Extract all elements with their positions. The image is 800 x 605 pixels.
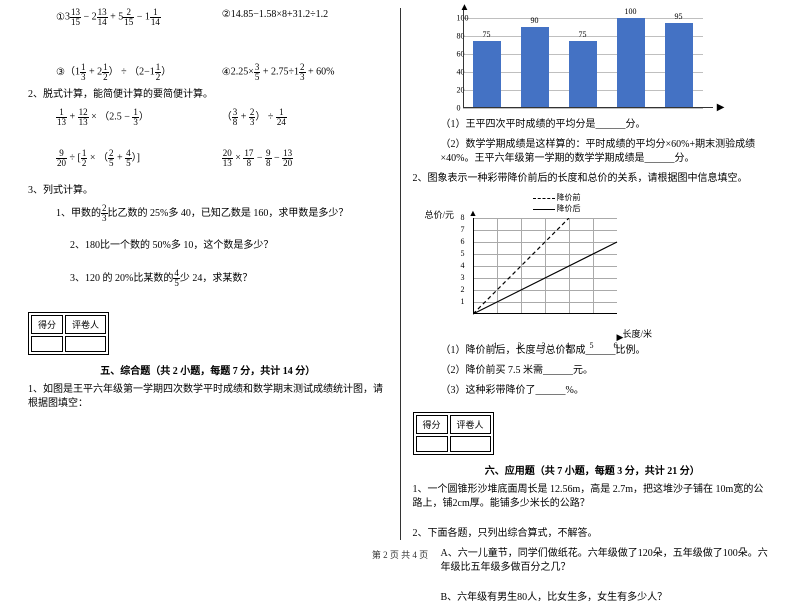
q3b: ④2.25×35 + 2.75÷123 + 60%	[222, 63, 388, 82]
solid-icon	[533, 209, 555, 210]
section-5-title: 五、综合题（共 2 小题，每题 7 分，共计 14 分）	[28, 362, 388, 377]
q1a: ①31315 − 21314 + 5215 − 1114	[56, 8, 222, 27]
score-h2b: 评卷人	[450, 415, 491, 434]
line-chart-intro: 2、图象表示一种彩带降价前后的长度和总价的关系，请根据图中信息填空。	[413, 172, 773, 186]
row-p2a: 113 + 1213 × （2.5 − 13） （38 + 23） ÷ 124	[28, 108, 388, 127]
p2b: （38 + 23） ÷ 124	[222, 108, 388, 127]
row-q1: ①31315 − 21314 + 5215 − 1114 ②14.85−1.58…	[28, 8, 388, 27]
p2-heading: 2、脱式计算，能简便计算的要简便计算。	[28, 88, 388, 102]
p3-heading: 3、列式计算。	[28, 184, 388, 198]
bar	[617, 18, 645, 108]
score-box-5: 得分评卷人	[28, 312, 109, 355]
p2c: 920 ÷ [12 × （25 + 45）]	[56, 149, 222, 168]
p2a: 113 + 1213 × （2.5 − 13）	[56, 108, 222, 127]
line-fill-3: （3）这种彩带降价了______%。	[413, 384, 773, 398]
page-footer: 第 2 页 共 4 页	[0, 548, 800, 561]
chart-fill-1: （1）王平四次平时成绩的平均分是______分。	[413, 118, 773, 132]
right-column: 02040608010075907510095▲▶ （1）王平四次平时成绩的平均…	[405, 8, 781, 540]
chart-fill-2: （2）数学学期成绩是这样算的：平时成绩的平均分×60%+期末测验成绩×40%。王…	[413, 138, 773, 166]
score-box-6: 得分评卷人	[413, 412, 494, 455]
bar-chart: 02040608010075907510095▲▶	[463, 8, 723, 118]
p2d: 2013 × 178 − 98 − 1320	[222, 149, 388, 168]
score-h2: 评卷人	[65, 315, 106, 334]
ylabel: 总价/元	[425, 208, 455, 221]
row-q3: ③（113 + 212） ÷ （2−112） ④2.25×35 + 2.75÷1…	[28, 63, 388, 82]
score-h1: 得分	[31, 315, 63, 334]
q6-2b: B、六年级有男生80人，比女生多，女生有多少人？	[413, 591, 773, 605]
q1b: ②14.85−1.58×8+31.2÷1.2	[222, 8, 388, 27]
column-divider	[400, 8, 401, 540]
bar	[473, 41, 501, 109]
q5-1: 1、如图是王平六年级第一学期四次数学平时成绩和数学期末测试成绩统计图，请根据图填…	[28, 383, 388, 411]
p3-2: 2、180比一个数的 50%多 10，这个数是多少？	[28, 239, 388, 253]
row-p2c: 920 ÷ [12 × （25 + 45）] 2013 × 178 − 98 −…	[28, 149, 388, 168]
bar	[569, 41, 597, 109]
page: ①31315 − 21314 + 5215 − 1114 ②14.85−1.58…	[0, 0, 800, 540]
dash-icon	[533, 198, 555, 199]
xlabel: 长度/米	[623, 327, 653, 340]
q6-2: 2、下面各题，只列出综合算式，不解答。	[413, 527, 773, 541]
bar	[521, 27, 549, 108]
q6-1: 1、一个圆锥形沙堆底面周长是 12.56m，高是 2.7m，把这堆沙子铺在 10…	[413, 483, 773, 511]
score-h1b: 得分	[416, 415, 448, 434]
q3a: ③（113 + 212） ÷ （2−112）	[56, 63, 222, 82]
line-chart: 总价/元 长度/米 12345678123456▲▶	[473, 218, 673, 338]
bar	[665, 23, 693, 109]
p3-3: 3、120 的 20%比某数的45少 24，求某数？	[28, 269, 388, 288]
left-column: ①31315 − 21314 + 5215 − 1114 ②14.85−1.58…	[20, 8, 396, 540]
line-legend: 降价前 降价后	[533, 192, 773, 214]
line-fill-2: （2）降价前买 7.5 米需______元。	[413, 364, 773, 378]
section-6-title: 六、应用题（共 7 小题，每题 3 分，共计 21 分）	[413, 462, 773, 477]
p3-1: 1、甲数的23比乙数的 25%多 40，已知乙数是 160，求甲数是多少？	[28, 204, 388, 223]
